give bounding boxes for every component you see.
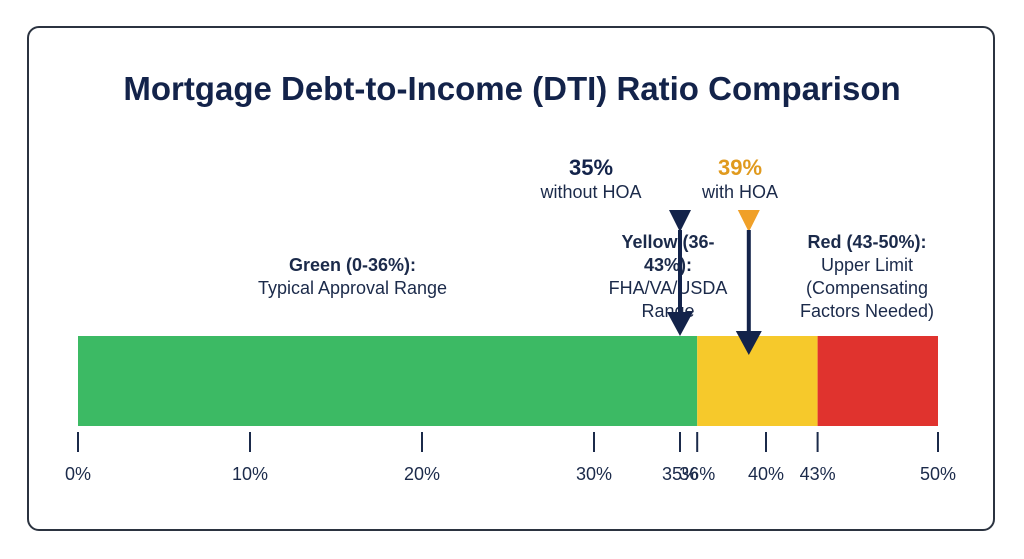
tick-label-30: 30% [576,464,612,484]
tick-label-0: 0% [65,464,91,484]
chart-card [27,26,995,531]
marker-head-39 [737,210,760,232]
green-label-rest: Typical Approval Range [257,278,448,298]
marker-arrowhead-39 [735,331,762,355]
tick-label-50: 50% [920,464,956,484]
tick-label-36: 36% [679,464,715,484]
green-segment-label: Green (0-36%): Typical Approval Range [215,254,490,300]
marker-head-35 [669,210,691,232]
marker-without-hoa-value: 35% [568,155,614,180]
green-label-bold: Green (0-36%): [288,255,417,275]
red-label-bold: Red (43-50%): [807,232,927,252]
bar-segment-yellow [697,336,818,426]
tick-label-40: 40% [748,464,784,484]
tick-label-43: 43% [800,464,836,484]
tick-label-20: 20% [404,464,440,484]
marker-arrowhead-35 [667,312,693,336]
tick-label-35: 35% [662,464,698,484]
chart-title: Mortgage Debt-to-Income (DTI) Ratio Comp… [123,70,901,107]
marker-with-hoa-value: 39% [717,155,763,180]
marker-with-hoa-sublabel: with HOA [701,182,779,202]
tick-label-10: 10% [232,464,268,484]
red-label-rest: Upper Limit (Compensating Factors Needed… [799,255,935,321]
bar-segment-red [817,336,938,426]
marker-without-hoa-sublabel: without HOA [540,182,642,202]
red-segment-label: Red (43-50%): Upper Limit (Compensating … [782,231,952,323]
bar-segment-green [78,336,698,426]
